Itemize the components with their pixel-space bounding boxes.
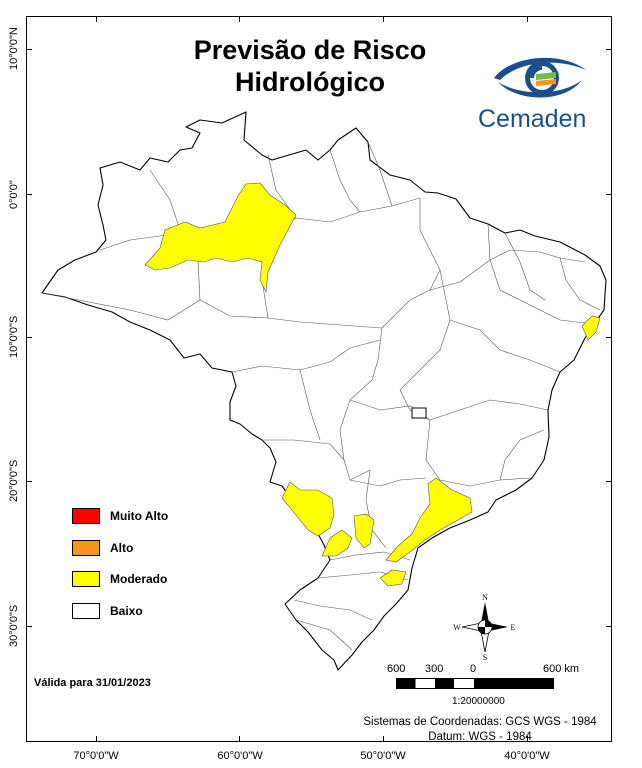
lon-tick <box>239 16 240 22</box>
legend-item-alto: Alto <box>72 539 168 556</box>
scale-bar <box>396 678 554 689</box>
lon-tick <box>527 736 528 742</box>
moderate-area-parana <box>321 529 353 557</box>
datum: Datum: WGS - 1984 <box>428 731 532 743</box>
legend-item-baixo: Baixo <box>72 602 168 619</box>
lon-label-50w: 50°0'0"W <box>360 750 406 762</box>
lon-tick <box>239 736 240 742</box>
map-title: Previsão de Risco Hidrológico <box>150 34 470 98</box>
north-arrow-icon: N S W E <box>453 593 516 662</box>
cemaden-logo-icon <box>494 57 586 98</box>
legend-swatch-alto <box>72 539 100 556</box>
compass-w: W <box>453 623 461 632</box>
moderate-area-santa-catarina <box>379 569 407 587</box>
lon-label-60w: 60°0'0"W <box>217 750 263 762</box>
scale-ratio: 1:20000000 <box>452 696 505 707</box>
coordinate-system: Sistemas de Coordenadas: GCS WGS - 1984 <box>363 716 597 728</box>
moderate-area-mato-grosso-sul <box>281 481 335 537</box>
legend-swatch-muito-alto <box>72 508 100 524</box>
legend-item-muito-alto: Muito Alto <box>72 508 168 524</box>
lat-tick <box>26 49 32 50</box>
map-title-line1: Previsão de Risco <box>193 35 427 65</box>
scale-label-300: 300 <box>425 663 444 675</box>
legend-swatch-moderado <box>72 571 100 587</box>
legend-swatch-baixo <box>72 602 100 619</box>
compass-s: S <box>483 653 487 662</box>
legend-label: Baixo <box>110 603 143 618</box>
lat-tick <box>26 481 32 482</box>
scale-label-0: 0 <box>470 663 477 675</box>
lon-label-40w: 40°0'0"W <box>504 750 550 762</box>
legend-label: Moderado <box>110 572 168 586</box>
lat-tick <box>26 626 32 627</box>
moderate-area-sp-mg <box>385 477 473 563</box>
legend-label: Muito Alto <box>110 509 169 523</box>
legend-label: Alto <box>110 540 134 555</box>
moderate-area-amazonas <box>144 182 297 294</box>
moderate-area-sp-west <box>353 513 375 549</box>
moderate-area-northeast <box>581 315 601 341</box>
lon-tick <box>96 16 97 22</box>
lat-tick <box>606 194 612 195</box>
map-title-line2: Hidrológico <box>235 67 385 97</box>
compass-n: N <box>482 593 488 602</box>
valid-date: Válida para 31/01/2023 <box>34 677 151 689</box>
lon-tick <box>383 736 384 742</box>
moderate-risk-areas <box>144 182 601 587</box>
lat-tick <box>606 481 612 482</box>
logo-text: Cemaden <box>478 105 587 133</box>
lon-tick <box>96 736 97 742</box>
compass-e: E <box>511 623 516 632</box>
legend: Muito Alto Alto Moderado Baixo <box>72 508 168 634</box>
federal-district <box>411 407 427 419</box>
lat-tick <box>26 194 32 195</box>
lat-tick <box>606 626 612 627</box>
scale-label-600-left: 600 <box>387 663 406 675</box>
scale-label-600-km: 600 km <box>543 663 580 675</box>
lat-tick <box>26 337 32 338</box>
lat-tick <box>606 337 612 338</box>
lon-tick <box>383 16 384 22</box>
lon-tick <box>527 16 528 22</box>
lon-label-70w: 70°0'0"W <box>73 750 119 762</box>
lat-tick <box>606 49 612 50</box>
legend-item-moderado: Moderado <box>72 571 168 587</box>
